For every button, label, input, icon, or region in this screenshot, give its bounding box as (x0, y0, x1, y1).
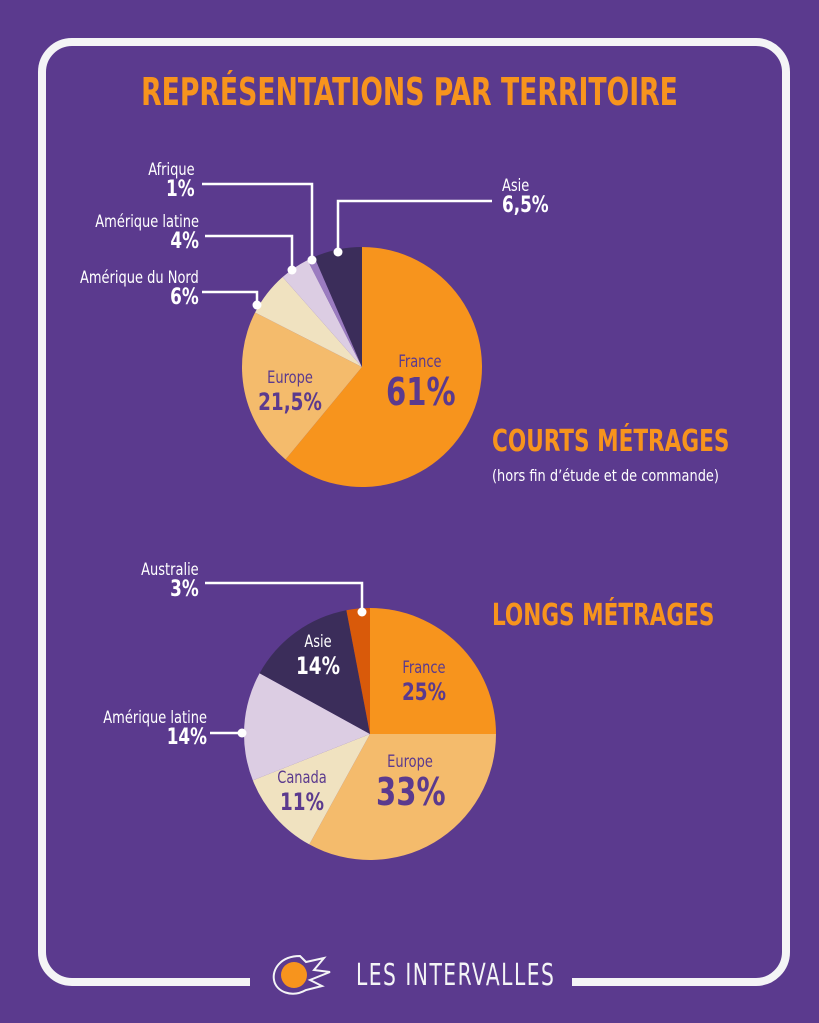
pie-slice-france (370, 608, 496, 734)
pie-slice-amérique-du-nord (255, 276, 362, 367)
pie-slice-australie (346, 608, 370, 734)
label-l-france: France 25% (402, 658, 446, 706)
label-europe: Europe 21,5% (258, 368, 322, 416)
label-l-europe: Europe 33% (376, 752, 446, 814)
section-title-longs: LONGS MÉTRAGES (492, 598, 715, 633)
page-title: REPRÉSENTATIONS PAR TERRITOIRE (141, 70, 678, 114)
pie-slice-amérique-latine (243, 673, 370, 781)
label-asie: Asie 6,5% (502, 176, 549, 218)
section-subtitle-courts: (hors fin d’étude et de commande) (492, 466, 719, 485)
label-l-amerique-latine: Amérique latine 14% (103, 708, 207, 750)
section-title-courts: COURTS MÉTRAGES (492, 424, 730, 459)
label-amerique-latine: Amérique latine 4% (95, 212, 199, 254)
pie-longs-metrages (243, 608, 496, 861)
pie-slice-amérique-latine (282, 260, 362, 367)
label-france: France 61% (386, 352, 456, 414)
leader-asie (336, 199, 492, 252)
pie-courts-metrages (241, 247, 483, 488)
pie-slice-asie (259, 610, 370, 734)
leader-am-latine (205, 234, 294, 270)
pie-slice-afrique (307, 256, 362, 367)
logo: LES INTERVALLES (270, 950, 622, 1000)
label-l-canada: Canada 11% (277, 768, 327, 816)
leader-dots (237, 247, 367, 738)
label-afrique: Afrique 1% (148, 160, 195, 202)
logo-text: LES INTERVALLES (356, 957, 556, 993)
leader-afrique (202, 182, 314, 260)
label-l-asie: Asie 14% (296, 632, 340, 680)
pie-slice-canada (252, 734, 370, 845)
leader-am-nord (202, 290, 259, 305)
leader-australie (205, 581, 364, 612)
label-amerique-du-nord: Amérique du Nord 6% (80, 268, 199, 310)
pie-slice-france (285, 247, 483, 488)
pie-slice-europe (309, 734, 496, 861)
pie-slice-europe (241, 312, 362, 460)
label-australie: Australie 3% (141, 560, 199, 602)
comet-logo-icon (272, 954, 331, 995)
pie-slice-asie (314, 247, 362, 367)
